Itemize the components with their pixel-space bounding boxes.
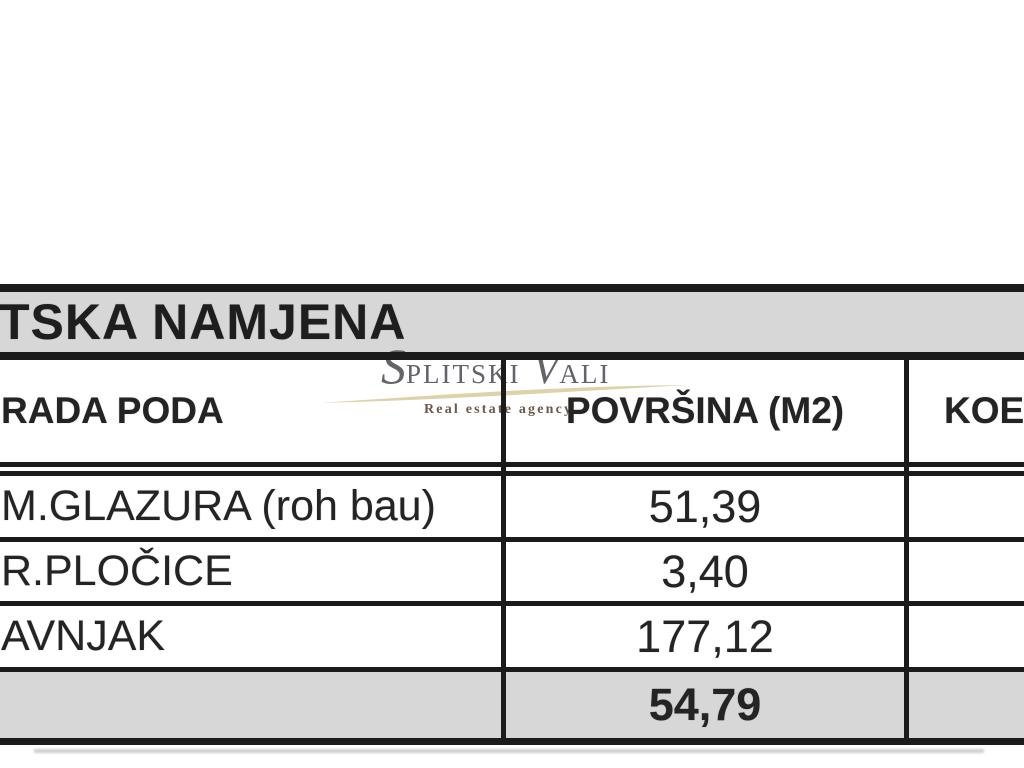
table-row-area-value: 51,39 (648, 480, 762, 532)
total-area-value: 54,79 (648, 679, 762, 730)
brand-text-ali: ALI (559, 359, 611, 389)
table-row-coefficient-value (909, 542, 1024, 601)
title-bar-bottom-border (0, 352, 1024, 360)
brand-initial-s: S (381, 338, 406, 394)
column-header-floor-finish: RADA PODA (1, 390, 224, 431)
title-bar-background (0, 292, 1024, 352)
row-divider-1 (0, 537, 1024, 542)
total-row-background (0, 672, 1024, 738)
table-title: TSKA NAMJENA (0, 294, 407, 350)
column-header-area: POVRŠINA (M2) (565, 390, 845, 431)
total-coefficient-value (909, 672, 1024, 738)
table-row-area-value: 177,12 (636, 610, 774, 662)
row-divider-2 (0, 601, 1024, 606)
data-rows-top-border (0, 471, 1024, 476)
watermark-brand-logo: SPLITSKI VALI (381, 341, 610, 391)
table-border-bottom (0, 738, 1024, 745)
header-row-bottom-border (0, 462, 1024, 467)
table-row-label: R.PLOČICE (1, 547, 233, 595)
table-row-coefficient-value (909, 476, 1024, 537)
column-divider-coefficient (904, 360, 909, 745)
row-divider-3 (0, 667, 1024, 672)
table-row-coefficient-value (909, 606, 1024, 667)
table-row-label: AVNJAK (1, 612, 166, 660)
column-header-coefficient: KOE (944, 390, 1024, 431)
scan-shadow-line (34, 749, 984, 753)
column-divider-area (501, 360, 506, 745)
table-row-label: M.GLAZURA (roh bau) (1, 482, 436, 530)
table-row-area-value: 3,40 (661, 545, 749, 597)
brand-text-plitski: PLITSKI (406, 359, 521, 389)
watermark-tagline: Real estate agency (424, 402, 574, 417)
table-border-top (0, 284, 1024, 292)
